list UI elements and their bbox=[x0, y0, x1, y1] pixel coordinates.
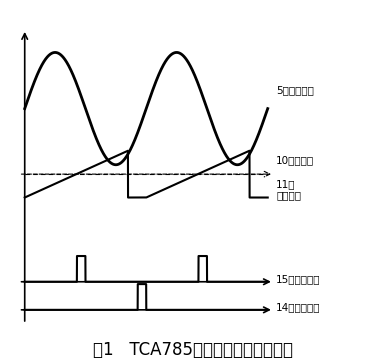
Text: 14脚输出信号: 14脚输出信号 bbox=[276, 302, 321, 313]
Text: 15脚输出信号: 15脚输出信号 bbox=[276, 274, 321, 285]
Text: 5脚同步信号: 5脚同步信号 bbox=[276, 85, 314, 95]
Text: 11脚
控制电压: 11脚 控制电压 bbox=[276, 179, 301, 200]
Text: 图1   TCA785的主要引脚及相应波形: 图1 TCA785的主要引脚及相应波形 bbox=[93, 341, 293, 359]
Text: 10脚锯齿波: 10脚锯齿波 bbox=[276, 155, 314, 166]
